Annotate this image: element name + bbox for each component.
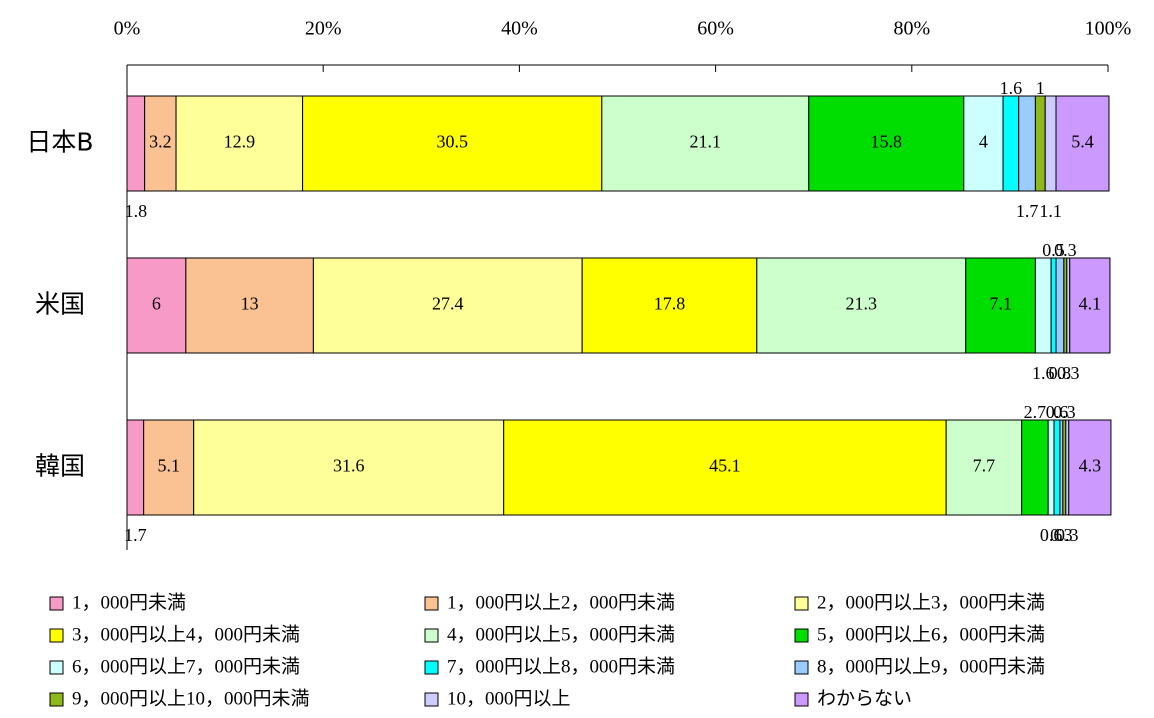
legend-label: わからない (817, 688, 912, 709)
x-tick-label: 0% (114, 18, 141, 40)
data-label: 2.7 (1024, 402, 1047, 422)
category-label: 韓国 (35, 452, 85, 481)
legend-swatch (49, 596, 64, 611)
legend-label: 1，000円未満 (72, 591, 186, 613)
data-label: 0.3 (1054, 240, 1077, 260)
data-label: 45.1 (709, 456, 741, 476)
bar-segment (126, 419, 145, 516)
data-label: 7.7 (973, 456, 996, 476)
data-label: 6 (152, 294, 161, 314)
x-tick-label: 40% (501, 18, 538, 40)
legend-swatch (424, 596, 439, 611)
bar-segment (126, 95, 146, 192)
data-label: 1 (1036, 78, 1045, 98)
data-label: 30.5 (436, 132, 468, 152)
data-label: 21.1 (690, 132, 722, 152)
category-label: 米国 (35, 290, 85, 319)
x-tick-label: 20% (305, 18, 342, 40)
bar-segment (1068, 419, 1112, 516)
data-label: 0.3 (1057, 363, 1080, 383)
data-label: 1.8 (125, 201, 148, 221)
bar-segment (1021, 419, 1049, 516)
legend-label: 7，000円以上8，000円未満 (447, 655, 675, 677)
data-label: 3.2 (149, 132, 172, 152)
data-label: 4.1 (1079, 294, 1102, 314)
bar-segment (126, 257, 187, 354)
data-label: 0.6 (1040, 525, 1063, 545)
data-label: 0.5 (1042, 240, 1065, 260)
data-label: 0.3 (1053, 402, 1076, 422)
legend-label: 9，000円以上10，000円未満 (72, 687, 310, 709)
data-label: 15.8 (871, 132, 903, 152)
bar-segment (185, 257, 314, 354)
legend-label: 5，000円以上6，000円未満 (817, 623, 1045, 645)
legend-swatch (424, 660, 439, 675)
bar-segment (143, 419, 195, 516)
bar-segment (503, 419, 947, 516)
x-tick-label: 100% (1085, 18, 1132, 40)
legend-swatch (794, 628, 809, 643)
data-label: 1.6 (1032, 363, 1055, 383)
bar-segment (1034, 95, 1046, 192)
bar-segment (1018, 95, 1036, 192)
bar-segment (963, 95, 1004, 192)
data-label: 0.8 (1049, 363, 1072, 383)
data-label: 1.7 (124, 525, 147, 545)
bar-segment (1050, 257, 1057, 354)
data-label: 5.1 (157, 456, 180, 476)
bar-segment (965, 257, 1036, 354)
data-label: 4 (979, 132, 988, 152)
legend-label: 6，000円以上7，000円未満 (72, 655, 300, 677)
legend-label: 2，000円以上3，000円未満 (817, 591, 1045, 613)
bar-segment (144, 95, 177, 192)
category-label: 日本B (26, 128, 93, 157)
bar-segment (302, 95, 603, 192)
legend-label: 10，000円以上 (447, 687, 571, 709)
data-label: 1.6 (1000, 78, 1023, 98)
x-tick-label: 60% (697, 18, 734, 40)
bar-segment (1034, 257, 1052, 354)
bar-segment (1055, 95, 1110, 192)
legend-label: 3，000円以上4，000円未満 (72, 623, 300, 645)
bar-segment (1047, 419, 1055, 516)
data-label: 0.6 (1046, 402, 1069, 422)
legend-swatch (49, 660, 64, 675)
bar-segment (581, 257, 758, 354)
data-label: 0.3 (1056, 525, 1079, 545)
data-label: 1.1 (1039, 201, 1062, 221)
bar-segment (1069, 257, 1111, 354)
legend-swatch (794, 596, 809, 611)
bar-segment (1055, 257, 1065, 354)
legend-swatch (794, 660, 809, 675)
legend-swatch (49, 628, 64, 643)
x-tick-label: 80% (893, 18, 930, 40)
data-label: 21.3 (846, 294, 878, 314)
legend-label: 8，000円以上9，000円未満 (817, 655, 1045, 677)
bar-segment (193, 419, 505, 516)
bar-segment (756, 257, 967, 354)
data-label: 31.6 (333, 456, 365, 476)
legend-label: 1，000円以上2，000円未満 (447, 591, 675, 613)
data-label: 0.3 (1050, 525, 1073, 545)
data-label: 1.7 (1016, 201, 1039, 221)
legend-swatch (49, 692, 64, 707)
legend-swatch (424, 628, 439, 643)
data-label: 17.8 (654, 294, 686, 314)
bar-segment (175, 95, 304, 192)
bar-segment (1044, 95, 1057, 192)
data-label: 4.3 (1079, 456, 1102, 476)
bar-segment (1053, 419, 1061, 516)
legend-swatch (794, 692, 809, 707)
data-label: 13 (241, 294, 259, 314)
data-label: 7.1 (989, 294, 1012, 314)
data-label: 27.4 (432, 294, 464, 314)
legend-swatch (424, 692, 439, 707)
bar-segment (1002, 95, 1020, 192)
data-label: 5.4 (1071, 132, 1094, 152)
legend-label: 4，000円以上5，000円未満 (447, 623, 675, 645)
data-label: 12.9 (224, 132, 256, 152)
